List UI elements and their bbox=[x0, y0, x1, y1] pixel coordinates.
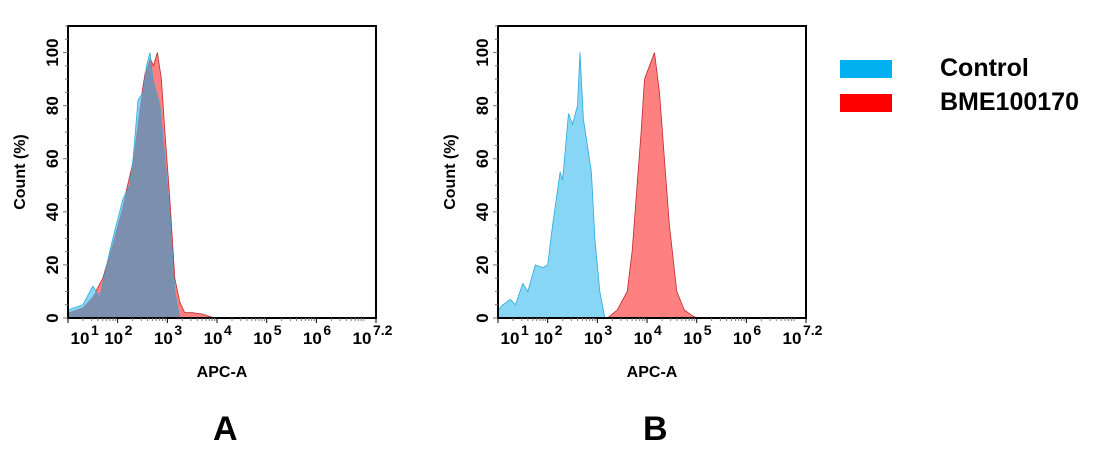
x-tick-base: 10 bbox=[71, 329, 90, 348]
panel-label-a: A bbox=[213, 410, 238, 448]
x-tick-base: 10 bbox=[253, 329, 272, 348]
x-tick-base: 10 bbox=[584, 329, 603, 348]
x-tick-base: 10 bbox=[733, 329, 752, 348]
x-tick-exponent: 6 bbox=[323, 322, 331, 338]
legend-swatch-control bbox=[840, 60, 892, 78]
y-tick-label: 0 bbox=[43, 313, 62, 322]
x-tick-base: 10 bbox=[534, 329, 553, 348]
y-tick-label: 80 bbox=[43, 96, 62, 115]
series-overlap-area bbox=[68, 52, 180, 318]
x-tick-exponent: 7.2 bbox=[373, 322, 393, 338]
legend-label-bme100170: BME100170 bbox=[940, 88, 1079, 116]
x-tick-base: 10 bbox=[204, 329, 223, 348]
y-tick-label: 80 bbox=[473, 96, 492, 115]
x-tick-base: 10 bbox=[634, 329, 653, 348]
y-tick-label: 100 bbox=[473, 38, 492, 66]
x-tick-exponent: 6 bbox=[753, 322, 761, 338]
x-tick-exponent: 5 bbox=[274, 322, 282, 338]
x-tick-exponent: 3 bbox=[174, 322, 182, 338]
y-tick-label: 60 bbox=[473, 149, 492, 168]
y-tick-label: 100 bbox=[43, 38, 62, 66]
x-axis-label: APC-A bbox=[197, 364, 248, 381]
legend-label-control: Control bbox=[940, 54, 1029, 82]
series-control-area bbox=[497, 52, 606, 319]
x-tick-base: 10 bbox=[783, 329, 802, 348]
x-tick-exponent: 7.2 bbox=[803, 322, 823, 338]
x-tick-exponent: 1 bbox=[91, 322, 99, 338]
y-tick-label: 20 bbox=[473, 255, 492, 274]
x-tick-base: 10 bbox=[303, 329, 322, 348]
x-tick-base: 10 bbox=[683, 329, 702, 348]
x-tick-base: 10 bbox=[154, 329, 173, 348]
panel-label-b: B bbox=[643, 410, 668, 448]
x-tick-exponent: 3 bbox=[604, 322, 612, 338]
x-tick-exponent: 4 bbox=[224, 322, 232, 338]
x-tick-exponent: 1 bbox=[521, 322, 529, 338]
y-axis-label: Count (%) bbox=[12, 134, 29, 210]
y-tick-label: 0 bbox=[473, 313, 492, 322]
x-axis-label: APC-A bbox=[627, 364, 678, 381]
x-tick-exponent: 2 bbox=[125, 322, 133, 338]
x-tick-base: 10 bbox=[501, 329, 520, 348]
x-tick-exponent: 5 bbox=[704, 322, 712, 338]
x-tick-base: 10 bbox=[353, 329, 372, 348]
y-tick-label: 60 bbox=[43, 149, 62, 168]
legend-swatch-bme100170 bbox=[840, 94, 892, 112]
y-tick-label: 40 bbox=[473, 202, 492, 221]
x-tick-base: 10 bbox=[104, 329, 123, 348]
y-tick-label: 40 bbox=[43, 202, 62, 221]
y-tick-label: 20 bbox=[43, 255, 62, 274]
series-bme100170-area bbox=[607, 52, 697, 319]
y-axis-label: Count (%) bbox=[442, 134, 459, 210]
x-tick-exponent: 2 bbox=[555, 322, 563, 338]
x-tick-exponent: 4 bbox=[654, 322, 662, 338]
